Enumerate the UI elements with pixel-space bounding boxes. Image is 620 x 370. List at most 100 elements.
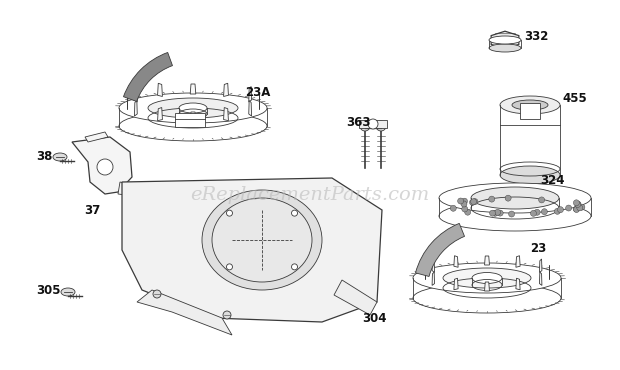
Ellipse shape: [53, 153, 67, 161]
Polygon shape: [432, 272, 435, 285]
Circle shape: [508, 211, 515, 217]
Polygon shape: [432, 259, 435, 272]
Polygon shape: [454, 256, 458, 267]
Ellipse shape: [148, 98, 238, 118]
Circle shape: [575, 201, 581, 208]
Circle shape: [461, 201, 467, 207]
Ellipse shape: [179, 103, 207, 113]
Polygon shape: [72, 137, 132, 194]
Circle shape: [497, 210, 503, 216]
Polygon shape: [539, 259, 542, 272]
Circle shape: [450, 205, 456, 211]
Text: 455: 455: [562, 91, 587, 104]
Circle shape: [471, 199, 477, 205]
Text: 23: 23: [530, 242, 546, 255]
Polygon shape: [516, 256, 520, 267]
Circle shape: [97, 159, 113, 175]
Circle shape: [579, 204, 585, 210]
Polygon shape: [157, 108, 162, 121]
Polygon shape: [190, 84, 196, 94]
Text: eReplacementParts.com: eReplacementParts.com: [190, 186, 430, 204]
Polygon shape: [454, 278, 458, 290]
Bar: [520, 103, 540, 119]
Circle shape: [223, 311, 231, 319]
Polygon shape: [491, 31, 519, 49]
Circle shape: [469, 199, 476, 205]
Circle shape: [376, 121, 386, 131]
Polygon shape: [137, 290, 232, 335]
Ellipse shape: [212, 198, 312, 282]
Circle shape: [534, 209, 540, 215]
Ellipse shape: [500, 166, 560, 184]
Polygon shape: [157, 83, 162, 97]
Circle shape: [462, 206, 467, 212]
Polygon shape: [224, 83, 228, 97]
Circle shape: [226, 210, 232, 216]
Circle shape: [492, 210, 498, 216]
Circle shape: [490, 210, 495, 216]
Polygon shape: [359, 120, 387, 128]
Text: 37: 37: [84, 204, 100, 216]
Circle shape: [541, 209, 547, 215]
Circle shape: [539, 197, 544, 203]
Circle shape: [458, 198, 464, 204]
Circle shape: [565, 205, 572, 211]
Circle shape: [489, 196, 495, 202]
Ellipse shape: [443, 268, 531, 288]
Wedge shape: [415, 223, 464, 276]
Polygon shape: [249, 101, 252, 116]
Ellipse shape: [489, 36, 521, 44]
Polygon shape: [249, 87, 252, 102]
Bar: [175, 113, 205, 127]
Ellipse shape: [500, 96, 560, 114]
Circle shape: [472, 199, 478, 205]
Text: 23A: 23A: [245, 85, 270, 98]
Circle shape: [574, 206, 579, 212]
Circle shape: [291, 264, 298, 270]
Text: 324: 324: [540, 174, 564, 186]
Polygon shape: [135, 101, 137, 116]
Polygon shape: [539, 272, 542, 285]
Polygon shape: [135, 87, 137, 102]
Ellipse shape: [489, 44, 521, 52]
Circle shape: [360, 121, 370, 131]
Circle shape: [291, 210, 298, 216]
Circle shape: [554, 208, 560, 214]
Circle shape: [495, 209, 500, 215]
Circle shape: [577, 205, 583, 211]
Text: 305: 305: [36, 283, 61, 296]
Polygon shape: [122, 178, 382, 322]
Ellipse shape: [119, 93, 267, 123]
Circle shape: [557, 207, 564, 213]
Ellipse shape: [202, 190, 322, 290]
Circle shape: [574, 206, 580, 212]
Text: 304: 304: [362, 312, 386, 324]
Polygon shape: [485, 282, 489, 291]
Circle shape: [153, 290, 161, 298]
Text: 363: 363: [346, 115, 371, 128]
Ellipse shape: [413, 263, 561, 293]
Polygon shape: [224, 108, 228, 121]
Circle shape: [574, 200, 579, 206]
Circle shape: [505, 195, 511, 201]
Ellipse shape: [472, 272, 502, 283]
Circle shape: [575, 201, 581, 207]
Circle shape: [368, 119, 378, 129]
Polygon shape: [516, 278, 520, 290]
Ellipse shape: [471, 187, 559, 209]
Circle shape: [531, 210, 536, 216]
Ellipse shape: [512, 100, 548, 110]
Polygon shape: [118, 182, 136, 196]
Ellipse shape: [61, 288, 75, 296]
Text: 332: 332: [524, 30, 548, 43]
Wedge shape: [123, 53, 172, 101]
Circle shape: [226, 264, 232, 270]
Circle shape: [461, 198, 467, 204]
Text: 38: 38: [36, 149, 52, 162]
Polygon shape: [334, 280, 377, 315]
Polygon shape: [485, 256, 489, 265]
Polygon shape: [85, 132, 108, 142]
Ellipse shape: [439, 183, 591, 213]
Polygon shape: [190, 112, 196, 122]
Circle shape: [464, 209, 471, 215]
